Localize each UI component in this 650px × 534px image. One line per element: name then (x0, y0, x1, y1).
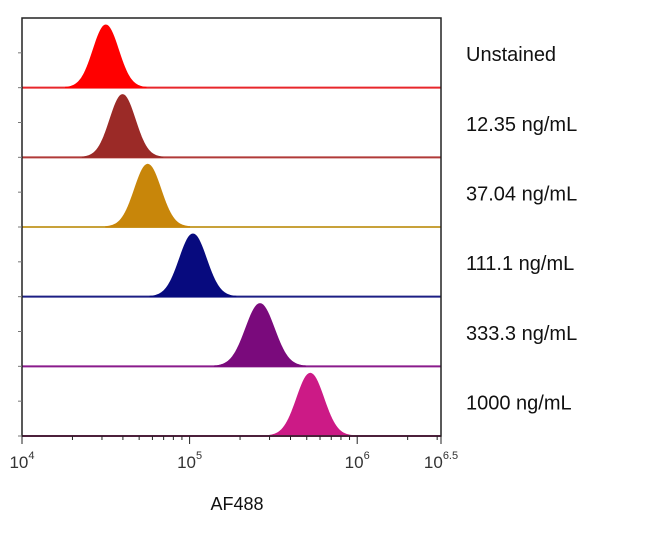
x-tick-base: 10 (345, 453, 364, 472)
histogram-peak (213, 303, 307, 367)
histogram-peak (105, 163, 191, 228)
x-tick-base: 10 (424, 453, 443, 472)
x-tick-exponent: 6.5 (443, 450, 458, 462)
x-tick-label: 106.5 (424, 450, 458, 472)
legend-label: Unstained (466, 44, 556, 66)
x-tick-label: 104 (9, 450, 34, 472)
tick-layer: 104 105 106 106.5 (9, 52, 458, 472)
x-tick-base: 10 (177, 453, 196, 472)
histogram-peak (266, 372, 354, 437)
x-tick-base: 10 (9, 453, 28, 472)
histogram-peak (149, 233, 237, 298)
legend-label: 333.3 ng/mL (466, 323, 577, 345)
legend-label: 12.35 ng/mL (466, 114, 577, 136)
x-tick-label: 106 (345, 450, 370, 472)
legend-label: 1000 ng/mL (466, 393, 572, 415)
x-axis-title: AF488 (210, 494, 263, 514)
legend-label: 111.1 ng/mL (466, 253, 574, 275)
label-layer: Unstained 12.35 ng/mL 37.04 ng/mL 111.1 ng/… (466, 44, 577, 414)
legend-label: 37.04 ng/mL (466, 184, 577, 206)
x-tick-label: 105 (177, 450, 202, 472)
histogram-peak (65, 24, 147, 89)
x-tick-exponent: 6 (364, 450, 370, 462)
histogram-peak (81, 94, 164, 158)
x-tick-exponent: 5 (196, 450, 202, 462)
series-layer (22, 24, 441, 437)
x-tick-exponent: 4 (28, 450, 34, 462)
